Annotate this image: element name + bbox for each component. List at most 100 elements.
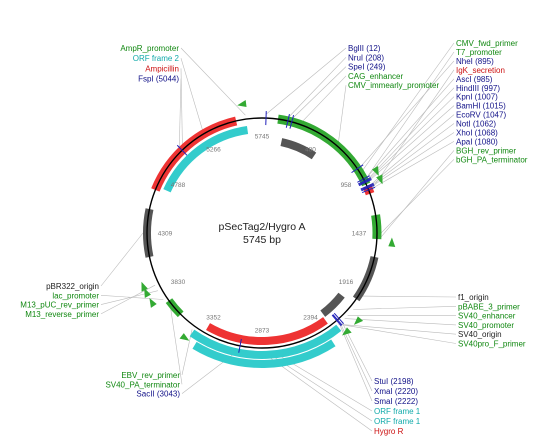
hygromycin-arc	[206, 317, 328, 345]
t7-promoter-mark	[376, 174, 383, 185]
leader-line	[100, 232, 144, 287]
leader-line	[362, 295, 457, 298]
tick-label: 1916	[339, 279, 354, 286]
noti-site-mark	[360, 183, 375, 191]
leader-line	[180, 47, 246, 116]
feature-label: XmaI (2220)	[374, 387, 418, 396]
apai-site-mark	[361, 186, 376, 194]
leader-line	[266, 47, 347, 115]
leader-line	[338, 323, 457, 344]
ebv-rev-primer-mark	[179, 333, 190, 341]
feature-label: ApaI (1080)	[456, 137, 498, 146]
pbabe-3-primer-mark	[353, 316, 364, 325]
spei-site-mark	[289, 115, 295, 129]
feature-label: SV40_origin	[458, 330, 502, 339]
f1-origin-arc	[352, 255, 379, 302]
tick-label: 2873	[255, 328, 270, 335]
feature-label: CMV_immearly_promoter	[348, 81, 439, 90]
tick-label: 1437	[352, 231, 367, 238]
feature-label: NotI (1062)	[456, 120, 496, 129]
leader-line	[100, 290, 158, 305]
leader-line	[371, 132, 455, 187]
smai-site-mark	[331, 314, 342, 327]
leader-line	[170, 309, 183, 385]
feature-label: AscI (985)	[456, 75, 493, 84]
sv40pro-f-primer-mark	[342, 327, 352, 336]
ecorv-site-mark	[360, 182, 374, 190]
leader-line	[372, 141, 455, 189]
feature-label: CMV_fwd_primer	[456, 39, 518, 48]
plasmid-size: 5745 bp	[243, 234, 281, 246]
feature-label: pBABE_3_primer	[458, 302, 520, 311]
xmai-site-mark	[332, 314, 343, 326]
fspi-site-mark	[176, 144, 188, 156]
leader-line	[380, 150, 455, 238]
stui-site-mark	[333, 312, 345, 324]
orf-frame-1b-arc	[192, 339, 336, 368]
leader-line	[360, 60, 455, 167]
bgh-rev-primer-mark	[388, 237, 396, 248]
tick-label: 4309	[158, 231, 173, 238]
feature-label: SV40pro_F_primer	[458, 340, 526, 349]
leader-line	[344, 318, 457, 326]
leader-line	[380, 159, 455, 234]
cmv-fwd-primer-mark	[371, 166, 379, 177]
leader-line	[362, 42, 455, 171]
feature-label: Hygro R	[374, 427, 404, 436]
feature-label: XhoI (1068)	[456, 129, 498, 138]
tick-label: 3352	[206, 315, 221, 322]
feature-label: FspI (5044)	[138, 75, 179, 84]
feature-label: ORF frame 1	[374, 407, 421, 416]
feature-label: SpeI (249)	[348, 63, 386, 72]
leader-line	[302, 75, 347, 122]
tick-label: 958	[341, 182, 352, 189]
leader-line	[368, 96, 455, 181]
leader-line	[370, 114, 455, 185]
plasmid-name: pSecTag2/Hygro A	[219, 221, 306, 233]
feature-label: NheI (895)	[456, 57, 494, 66]
orf-frame-2-arc	[163, 126, 249, 193]
xhoi-site-mark	[361, 184, 375, 192]
leader-line	[288, 57, 347, 118]
feature-label: SV40_promoter	[458, 321, 514, 330]
leader-line	[366, 51, 455, 178]
feature-label: lac_promoter	[52, 291, 99, 300]
restriction-site-marks	[176, 111, 376, 353]
feature-label: SV40_PA_terminator	[105, 380, 180, 389]
tick-label: 2394	[303, 315, 318, 322]
sacii-site-mark	[238, 338, 242, 353]
feature-label: ORF frame 2	[133, 54, 180, 63]
plasmid-backbone	[146, 117, 378, 349]
leader-line	[338, 323, 457, 335]
feature-label: f1_origin	[458, 293, 489, 302]
feature-label: pBR322_origin	[46, 282, 99, 291]
leader-line	[100, 284, 156, 315]
feature-label: ORF frame 1	[374, 417, 421, 426]
tick-label: 5266	[206, 147, 221, 154]
tick-label: 5745	[255, 134, 270, 141]
feature-label: T7_promoter	[456, 48, 502, 57]
orf-frame-1-arc	[189, 324, 342, 359]
feature-label: StuI (2198)	[374, 377, 414, 386]
tick-label: 3830	[171, 279, 186, 286]
feature-label: SacII (3043)	[136, 390, 180, 399]
feature-label: BamHI (1015)	[456, 102, 506, 111]
feature-label: AmpR_promoter	[120, 44, 179, 53]
m13-puc-rev-primer-mark	[144, 287, 151, 298]
bamhi-site-mark	[358, 179, 372, 187]
leader-line	[367, 87, 455, 180]
leader-line	[292, 66, 347, 119]
feature-label: SV40_enhancer	[458, 312, 516, 321]
leader-line	[338, 85, 347, 142]
feature-label: HindIII (997)	[456, 84, 500, 93]
feature-label: M13_reverse_primer	[25, 310, 99, 319]
nrui-site-mark	[285, 114, 290, 128]
feature-label: SmaI (2222)	[374, 397, 418, 406]
feature-label: NruI (208)	[348, 53, 384, 62]
feature-label: Ampicillin	[145, 64, 179, 73]
tick-label: 480	[305, 147, 316, 154]
leader-line	[370, 123, 455, 186]
feature-label: EcoRV (1047)	[456, 111, 506, 120]
